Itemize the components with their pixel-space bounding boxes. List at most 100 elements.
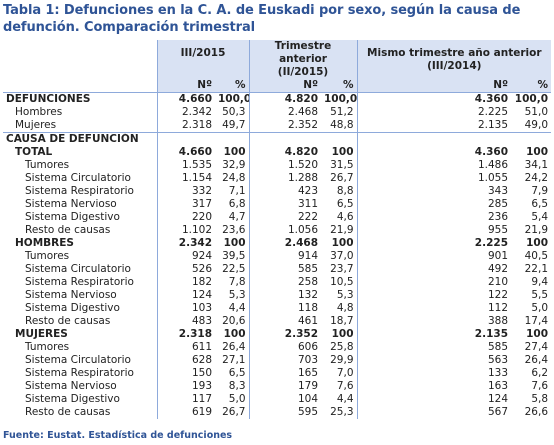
cell-count: [248, 132, 321, 146]
cell-percent: 27,1: [222, 354, 246, 366]
cell-percent: 22,1: [524, 263, 549, 275]
cell-percent: 100: [331, 328, 354, 340]
row-label: Tumores: [25, 159, 70, 171]
table-row: Sistema Respiratorio 182 7,8 258 10,5 210 9,4: [3, 276, 551, 289]
cell-count: 1.055: [356, 172, 512, 185]
cell-percent: 4,4: [228, 302, 246, 314]
cell-percent: 29,9: [330, 354, 354, 366]
cell-count: 311: [248, 198, 321, 211]
cell-percent: 7,6: [531, 380, 549, 392]
cell-count: 1.486: [356, 159, 512, 172]
cell-percent: 49,0: [511, 119, 552, 133]
cell-percent: 100: [526, 237, 549, 249]
row-label: MUJERES: [15, 328, 68, 340]
row-label: Sistema Circulatorio: [25, 263, 131, 275]
cell-count: 4.660: [156, 146, 215, 159]
cell-percent: 20,6: [222, 315, 246, 327]
cell-percent: 100,0: [215, 92, 249, 106]
cell-percent: 18,7: [330, 315, 354, 327]
cell-count: 124: [156, 289, 215, 302]
cell-count: [156, 132, 215, 146]
table-row: Sistema Nervioso 124 5,3 132 5,3 122 5,5: [3, 289, 551, 302]
cell-count: 124: [356, 393, 512, 406]
cell-count: 901: [356, 250, 512, 263]
row-label: Tumores: [25, 250, 70, 262]
row-label: HOMBRES: [15, 237, 74, 249]
cell-count: 388: [356, 315, 512, 328]
cell-count: 703: [248, 354, 321, 367]
cell-count: 210: [356, 276, 512, 289]
cell-percent: 24,8: [222, 172, 246, 184]
cell-percent: 7,1: [228, 185, 246, 197]
header-units-row: Nº % Nº % Nº %: [3, 79, 552, 93]
cell-percent: 100: [526, 146, 549, 158]
table-row: Sistema Circulatorio 526 22,5 585 23,7 492 22,…: [3, 263, 551, 276]
cell-percent: 4,7: [228, 211, 246, 223]
cell-count: 2.135: [356, 328, 512, 341]
table-row: DEFUNCIONES 4.660 100,0 4.820 100,0 4.360 100,…: [3, 92, 552, 106]
table-row: Sistema Respiratorio 332 7,1 423 8,8 343 7,9: [3, 185, 551, 198]
cell-count: 955: [356, 224, 512, 237]
row-label: Sistema Digestivo: [25, 393, 120, 405]
cell-count: 1.520: [248, 159, 321, 172]
cell-count: 236: [356, 211, 512, 224]
cell-percent: 5,8: [531, 393, 549, 405]
table-row: Resto de causas 619 26,7 595 25,3 567 26,6: [3, 406, 551, 419]
cell-count: [356, 132, 512, 146]
header-n: Nº: [356, 79, 512, 93]
cell-percent: 100: [223, 146, 246, 158]
cell-percent: 7,8: [228, 276, 246, 288]
cell-count: 2.468: [248, 237, 321, 250]
header-previous-quarter: Trimestre anterior (II/2015): [248, 40, 358, 79]
cell-percent: 5,0: [228, 393, 246, 405]
table-row: Sistema Digestivo 117 5,0 104 4,4 124 5,8: [3, 393, 551, 406]
cell-percent: 24,2: [524, 172, 549, 184]
cell-percent: 22,5: [222, 263, 246, 275]
cell-percent: 25,8: [330, 341, 354, 353]
deaths-table: III/2015 Trimestre anterior (II/2015) Mi…: [3, 40, 552, 419]
cell-percent: 31,5: [330, 159, 354, 171]
header-n: Nº: [248, 79, 321, 93]
row-label: DEFUNCIONES: [3, 92, 157, 106]
cell-percent: 100: [331, 146, 354, 158]
row-label: Resto de causas: [25, 406, 111, 418]
row-label: Sistema Nervioso: [25, 289, 117, 301]
cell-percent: 26,7: [330, 172, 354, 184]
row-label: TOTAL: [15, 146, 53, 158]
cell-count: 526: [156, 263, 215, 276]
cell-percent: 50,3: [222, 106, 246, 118]
header-pct: %: [321, 79, 358, 93]
header-n: Nº: [156, 79, 215, 93]
table-row: Tumores 1.535 32,9 1.520 31,5 1.486 34,1: [3, 159, 551, 172]
cell-count: 423: [248, 185, 321, 198]
row-label: Sistema Respiratorio: [25, 185, 134, 197]
cell-count: 258: [248, 276, 321, 289]
header-pct: %: [511, 79, 552, 93]
cell-percent: 51,2: [330, 106, 354, 118]
cell-percent: 6,5: [336, 198, 354, 210]
cell-count: 2.318: [156, 328, 215, 341]
header-same-quarter-label: Mismo trimestre año anterior (III/2014): [367, 46, 542, 72]
cell-count: 2.468: [248, 106, 321, 119]
cell-count: 606: [248, 341, 321, 354]
table-row: Tumores 924 39,5 914 37,0 901 40,5: [3, 250, 551, 263]
cell-count: 133: [356, 367, 512, 380]
table-row: CAUSA DE DEFUNCIÓN: [3, 132, 551, 146]
cell-percent: 5,4: [531, 211, 549, 223]
row-label: Hombres: [15, 106, 63, 118]
header-current-quarter: III/2015: [156, 40, 249, 61]
cell-percent: 26,7: [222, 406, 246, 418]
cell-percent: 5,5: [531, 289, 549, 301]
cell-count: 595: [248, 406, 321, 419]
cell-count: 585: [356, 341, 512, 354]
cell-count: 1.535: [156, 159, 215, 172]
cell-percent: 10,5: [330, 276, 354, 288]
row-label: CAUSA DE DEFUNCIÓN: [6, 133, 139, 145]
cell-count: 2.342: [156, 237, 215, 250]
cell-percent: 40,5: [524, 250, 549, 262]
cell-count: 4.660: [156, 92, 215, 106]
cell-percent: 4,6: [336, 211, 354, 223]
table-row: TOTAL 4.660 100 4.820 100 4.360 100: [3, 146, 551, 159]
row-label: Sistema Circulatorio: [25, 172, 131, 184]
cell-count: 628: [156, 354, 215, 367]
